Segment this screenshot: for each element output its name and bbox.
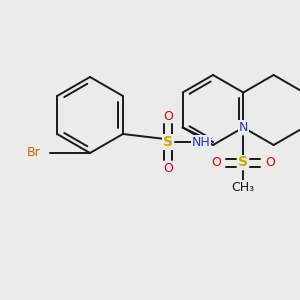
Text: S: S xyxy=(163,135,173,149)
Text: O: O xyxy=(163,161,173,175)
Text: Br: Br xyxy=(27,146,41,160)
Text: CH₃: CH₃ xyxy=(232,181,255,194)
Text: NH: NH xyxy=(192,136,210,148)
Text: N: N xyxy=(238,121,248,134)
Text: O: O xyxy=(163,110,173,122)
Text: O: O xyxy=(266,156,275,169)
Text: O: O xyxy=(212,156,221,169)
Text: S: S xyxy=(238,155,248,170)
